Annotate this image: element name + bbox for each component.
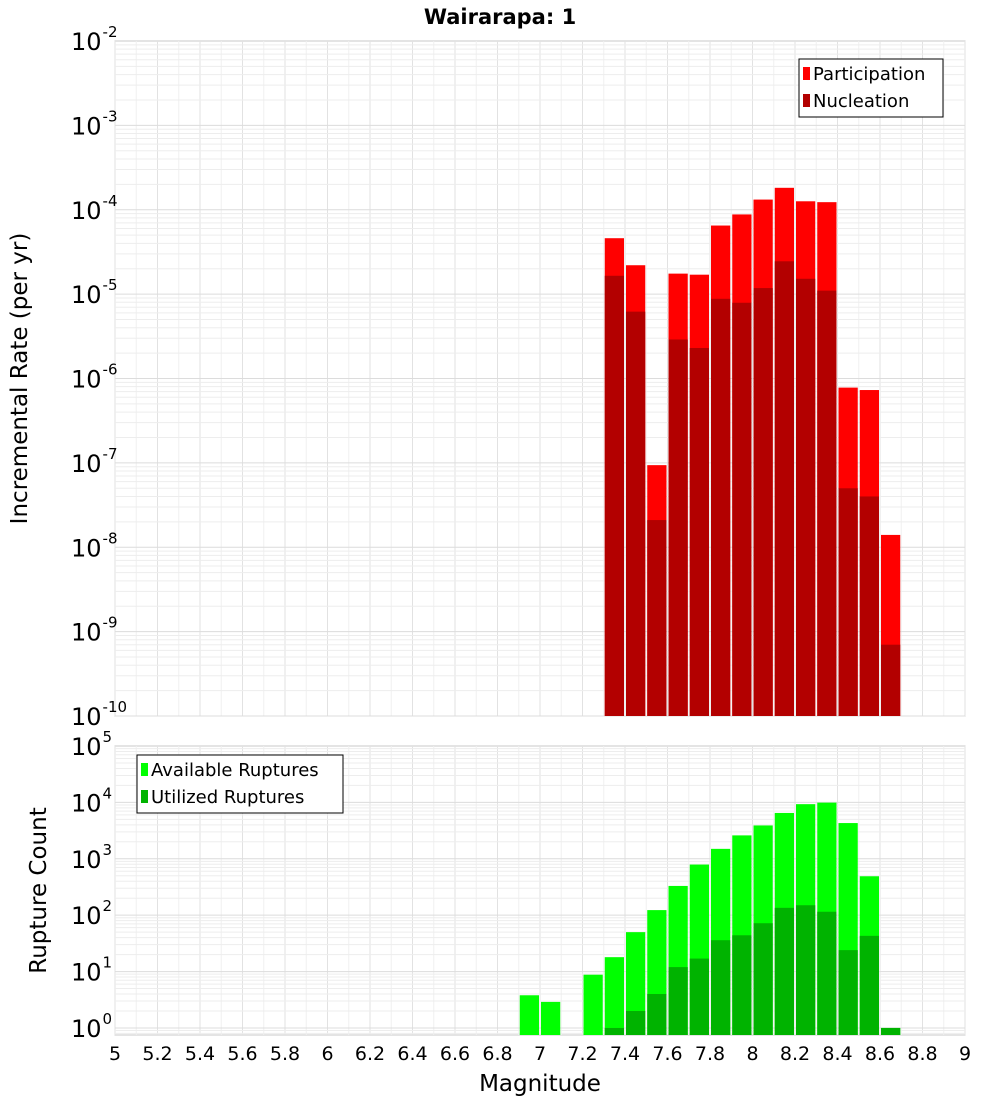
bar [626, 932, 646, 1035]
x-tick-label: 5.4 [185, 1043, 215, 1065]
x-tick-label: 7.4 [610, 1043, 640, 1065]
bar [668, 967, 688, 1035]
bar [604, 957, 624, 1035]
x-tick-label: 6.8 [482, 1043, 512, 1065]
bar [626, 311, 646, 716]
bar [796, 278, 816, 716]
bar [753, 923, 773, 1035]
y-tick-label: 101 [71, 954, 112, 987]
y-tick-label: 10-8 [71, 529, 118, 562]
bar [689, 958, 709, 1035]
x-tick-label: 6.6 [440, 1043, 470, 1065]
x-axis-title: Magnitude [479, 1071, 601, 1097]
grid-lines [114, 41, 966, 717]
x-tick-label: 8 [746, 1043, 758, 1065]
x-tick-labels: 5 5.2 5.4 5.6 5.8 6 6.2 6.4 6.6 6.8 7 7.2 7.4 7.6 7.8 8… [109, 1043, 971, 1065]
bar [859, 935, 879, 1035]
x-tick-label: 7.2 [567, 1043, 597, 1065]
series-nucleation [604, 261, 901, 716]
y-tick-label: 10-3 [71, 107, 118, 140]
legend-label: Available Ruptures [151, 760, 319, 781]
y-tick-labels: 10-10 10-9 10-8 10-7 10-6 10-5 10-4 10-3 10-2 [71, 23, 127, 731]
legend: Participation Nucleation [798, 58, 944, 118]
x-tick-label: 5.8 [270, 1043, 300, 1065]
x-tick-label: 6.2 [355, 1043, 385, 1065]
bar [774, 907, 794, 1035]
legend-label: Participation [813, 64, 925, 85]
y-tick-label: 10-2 [71, 23, 118, 56]
bar [711, 940, 731, 1035]
bar [647, 994, 667, 1035]
bar [838, 950, 858, 1035]
bar [604, 275, 624, 716]
bar [604, 1027, 624, 1035]
x-tick-label: 6.4 [397, 1043, 427, 1065]
y-tick-label: 102 [71, 897, 112, 930]
x-tick-label: 8.8 [907, 1043, 937, 1065]
rupture-count-panel: 100 101 102 103 104 105 5 5.2 5.4 5.6 5.8 6 6.2 6.4 6.… [26, 728, 971, 1097]
bar [583, 974, 603, 1035]
x-tick-label: 7.6 [652, 1043, 682, 1065]
legend-swatch [803, 67, 810, 80]
bar [732, 935, 752, 1035]
bar [668, 339, 688, 716]
bar [817, 911, 837, 1035]
x-tick-label: 9 [959, 1043, 971, 1065]
x-tick-label: 8.6 [865, 1043, 895, 1065]
bar [647, 520, 667, 716]
y-tick-labels: 100 101 102 103 104 105 [71, 728, 112, 1043]
y-tick-label: 100 [71, 1010, 112, 1043]
y-tick-label: 10-9 [71, 614, 118, 647]
y-tick-label: 10-7 [71, 445, 118, 478]
y-tick-label: 10-4 [71, 192, 118, 225]
x-tick-label: 7.8 [695, 1043, 725, 1065]
legend-box [136, 754, 344, 814]
y-tick-label: 10-5 [71, 276, 118, 309]
y-tick-label: 10-10 [71, 698, 127, 731]
series-utilized-ruptures [604, 905, 901, 1035]
bar [859, 496, 879, 716]
x-tick-label: 5.2 [142, 1043, 172, 1065]
bar [796, 905, 816, 1035]
bar [753, 288, 773, 716]
y-axis-title: Rupture Count [26, 807, 52, 973]
legend: Available Ruptures Utilized Ruptures [136, 754, 344, 814]
rate-panel: 10-10 10-9 10-8 10-7 10-6 10-5 10-4 10-3 10-2 Inc… [7, 23, 966, 731]
y-tick-label: 10-6 [71, 361, 118, 394]
bar [711, 298, 731, 716]
legend-swatch [141, 790, 148, 803]
legend-label: Utilized Ruptures [151, 787, 304, 808]
grid-lines [114, 746, 966, 1035]
x-tick-label: 5 [109, 1043, 121, 1065]
bar [689, 347, 709, 716]
x-tick-label: 7 [534, 1043, 546, 1065]
legend-label: Nucleation [813, 91, 909, 112]
y-tick-label: 104 [71, 784, 112, 817]
bar [732, 302, 752, 716]
legend-swatch [803, 94, 810, 107]
y-axis-title: Incremental Rate (per yr) [7, 233, 33, 525]
bar [881, 644, 901, 716]
bar [817, 290, 837, 716]
bar [774, 261, 794, 716]
legend-swatch [141, 763, 148, 776]
bar [838, 488, 858, 716]
chart-title: Wairarapa: 1 [424, 5, 576, 29]
x-tick-label: 5.6 [227, 1043, 257, 1065]
x-tick-label: 8.4 [822, 1043, 852, 1065]
bar [541, 1001, 561, 1035]
y-tick-label: 103 [71, 841, 112, 874]
legend-box [798, 58, 944, 118]
bar [626, 1010, 646, 1035]
bar [881, 1027, 901, 1035]
x-tick-label: 6 [321, 1043, 333, 1065]
x-tick-label: 8.2 [780, 1043, 810, 1065]
bar [519, 995, 539, 1035]
y-tick-label: 105 [71, 728, 112, 761]
